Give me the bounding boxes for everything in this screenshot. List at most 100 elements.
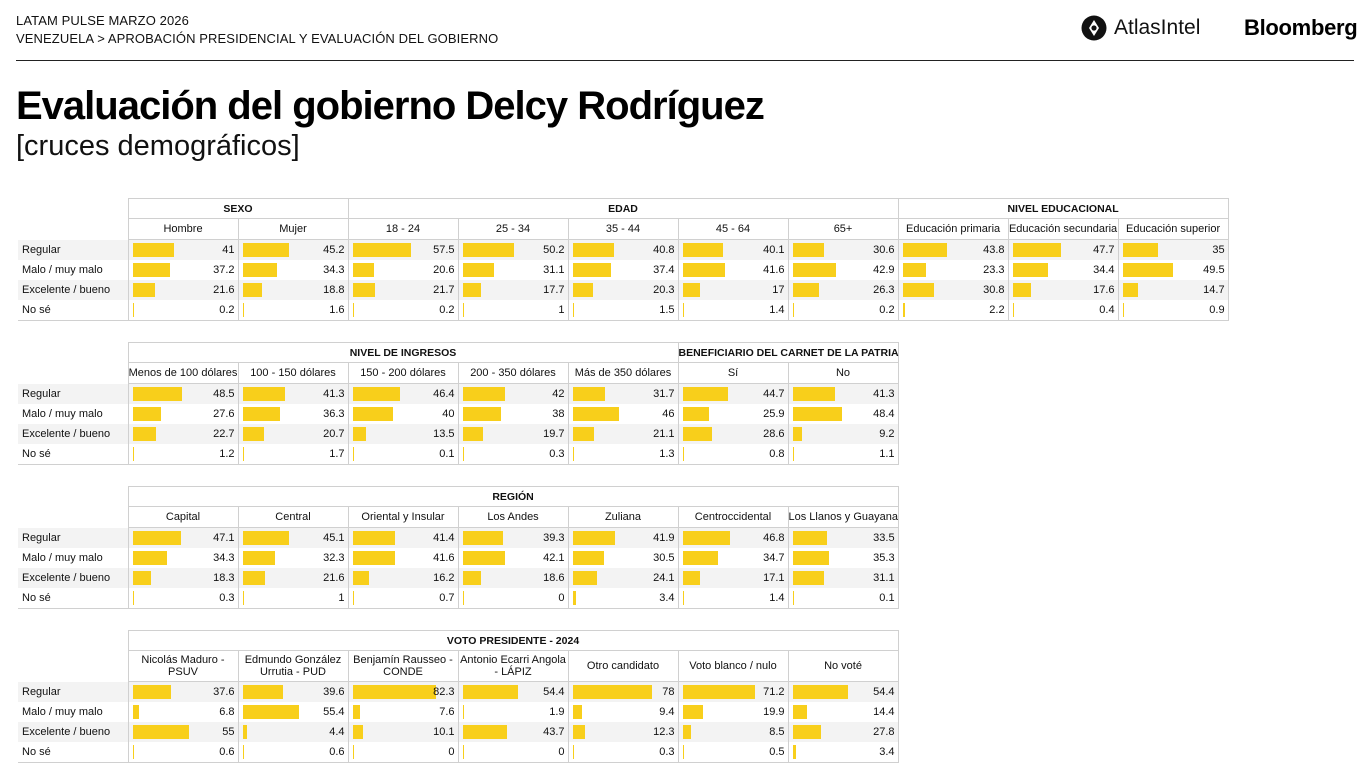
- data-cell: 0.3: [458, 444, 569, 465]
- value-label: 50.2: [543, 244, 565, 256]
- column-header: Otro candidato: [567, 650, 679, 682]
- data-cell: 50.2: [458, 239, 569, 260]
- data-cell: 27.8: [788, 722, 899, 742]
- data-cell: 3.4: [788, 742, 899, 763]
- value-label: 9.2: [879, 428, 895, 440]
- value-label: 48.5: [213, 388, 235, 400]
- data-cell: 42.9: [788, 260, 899, 280]
- value-bar: [242, 263, 278, 277]
- value-label: 20.6: [433, 264, 455, 276]
- value-bar: [792, 283, 820, 297]
- value-bar: [682, 571, 700, 585]
- value-label: 23.3: [983, 264, 1005, 276]
- value-label: 27.8: [873, 726, 895, 738]
- data-cell: 0.6: [128, 742, 239, 763]
- value-label: 34.7: [763, 552, 785, 564]
- value-label: 54.4: [873, 686, 895, 698]
- row-label: No sé: [18, 300, 129, 321]
- value-label: 17: [772, 284, 785, 296]
- value-label: 0.8: [769, 448, 785, 460]
- value-label: 41.6: [433, 552, 455, 564]
- value-label: 40.8: [653, 244, 675, 256]
- value-label: 1.4: [769, 592, 785, 604]
- data-cell: 55.4: [238, 702, 349, 722]
- data-cell: 17.7: [458, 280, 569, 300]
- data-cell: 71.2: [678, 681, 789, 702]
- table-row: Excelente / bueno 18.3 21.6 16.2 18.6 24.1 17.…: [18, 568, 899, 588]
- data-cell: 40.1: [678, 239, 789, 260]
- value-label: 57.5: [433, 244, 455, 256]
- data-cell: 44.7: [678, 383, 789, 404]
- report-series-label: LATAM PULSE MARZO 2026: [16, 13, 189, 28]
- value-label: 43.7: [543, 726, 565, 738]
- table-row: Regular 47.1 45.1 41.4 39.3 41.9 46.8 33.5: [18, 527, 899, 548]
- value-label: 27.6: [213, 408, 235, 420]
- value-label: 30.5: [653, 552, 675, 564]
- data-cell: 18.3: [128, 568, 239, 588]
- value-label: 46: [662, 408, 675, 420]
- value-label: 13.5: [433, 428, 455, 440]
- value-bar: [1012, 283, 1031, 297]
- value-bar: [902, 283, 934, 297]
- value-bar: [462, 551, 506, 565]
- data-cell: 3.4: [568, 588, 679, 609]
- value-bar: [132, 745, 134, 759]
- value-bar: [352, 685, 437, 699]
- value-bar: [682, 551, 718, 565]
- data-cell: 2.2: [898, 300, 1009, 321]
- data-cell: 0.3: [128, 588, 239, 609]
- value-label: 1.4: [769, 304, 785, 316]
- value-bar: [132, 551, 168, 565]
- value-bar: [462, 283, 481, 297]
- value-bar: [572, 685, 653, 699]
- value-bar: [352, 303, 354, 317]
- data-cell: 54.4: [788, 681, 899, 702]
- data-cell: 21.1: [568, 424, 679, 444]
- value-bar: [572, 551, 604, 565]
- data-cell: 1.3: [568, 444, 679, 465]
- value-bar: [572, 531, 616, 545]
- value-bar: [572, 303, 575, 317]
- value-bar: [572, 571, 598, 585]
- row-label: No sé: [18, 742, 129, 763]
- data-cell: 35: [1118, 239, 1229, 260]
- row-label: Malo / muy malo: [18, 404, 129, 424]
- value-bar: [572, 447, 574, 461]
- column-header: 45 - 64: [677, 218, 789, 240]
- breadcrumb: VENEZUELA > APROBACIÓN PRESIDENCIAL Y EV…: [16, 31, 499, 46]
- crosstab-table: NIVEL DE INGRESOS BENEFICIARIO DEL CARNET…: [18, 342, 899, 465]
- value-bar: [462, 685, 518, 699]
- column-header: Centroccidental: [677, 506, 789, 528]
- header-divider: [16, 60, 1354, 61]
- value-bar: [572, 725, 586, 739]
- row-label: Regular: [18, 527, 129, 548]
- value-bar: [682, 685, 756, 699]
- data-cell: 9.4: [568, 702, 679, 722]
- crosstab-table: SEXO EDAD NIVEL EDUCACIONAL Hombre Mujer 18 -…: [18, 198, 1229, 321]
- value-label: 34.4: [1093, 264, 1115, 276]
- value-label: 30.8: [983, 284, 1005, 296]
- value-label: 20.3: [653, 284, 675, 296]
- value-bar: [572, 283, 594, 297]
- table-row: Malo / muy malo 6.8 55.4 7.6 1.9 9.4 19.9 14.4: [18, 702, 899, 722]
- data-cell: 39.6: [238, 681, 349, 702]
- value-bar: [132, 447, 134, 461]
- table-row: Excelente / bueno 55 4.4 10.1 43.7 12.3 8.5 27.…: [18, 722, 899, 742]
- data-cell: 37.6: [128, 681, 239, 702]
- data-cell: 8.5: [678, 722, 789, 742]
- data-cell: 17.6: [1008, 280, 1119, 300]
- atlasintel-mark-icon: [1081, 15, 1107, 41]
- value-bar: [352, 725, 363, 739]
- column-header: 150 - 200 dólares: [347, 362, 459, 384]
- data-cell: 0.8: [678, 444, 789, 465]
- value-bar: [462, 407, 502, 421]
- data-cell: 42.1: [458, 548, 569, 568]
- data-cell: 34.7: [678, 548, 789, 568]
- atlasintel-wordmark: AtlasIntel: [1114, 16, 1201, 39]
- data-cell: 1.1: [788, 444, 899, 465]
- value-label: 0.3: [549, 448, 565, 460]
- data-cell: 20.6: [348, 260, 459, 280]
- value-bar: [352, 571, 370, 585]
- data-cell: 43.7: [458, 722, 569, 742]
- value-label: 41.4: [433, 532, 455, 544]
